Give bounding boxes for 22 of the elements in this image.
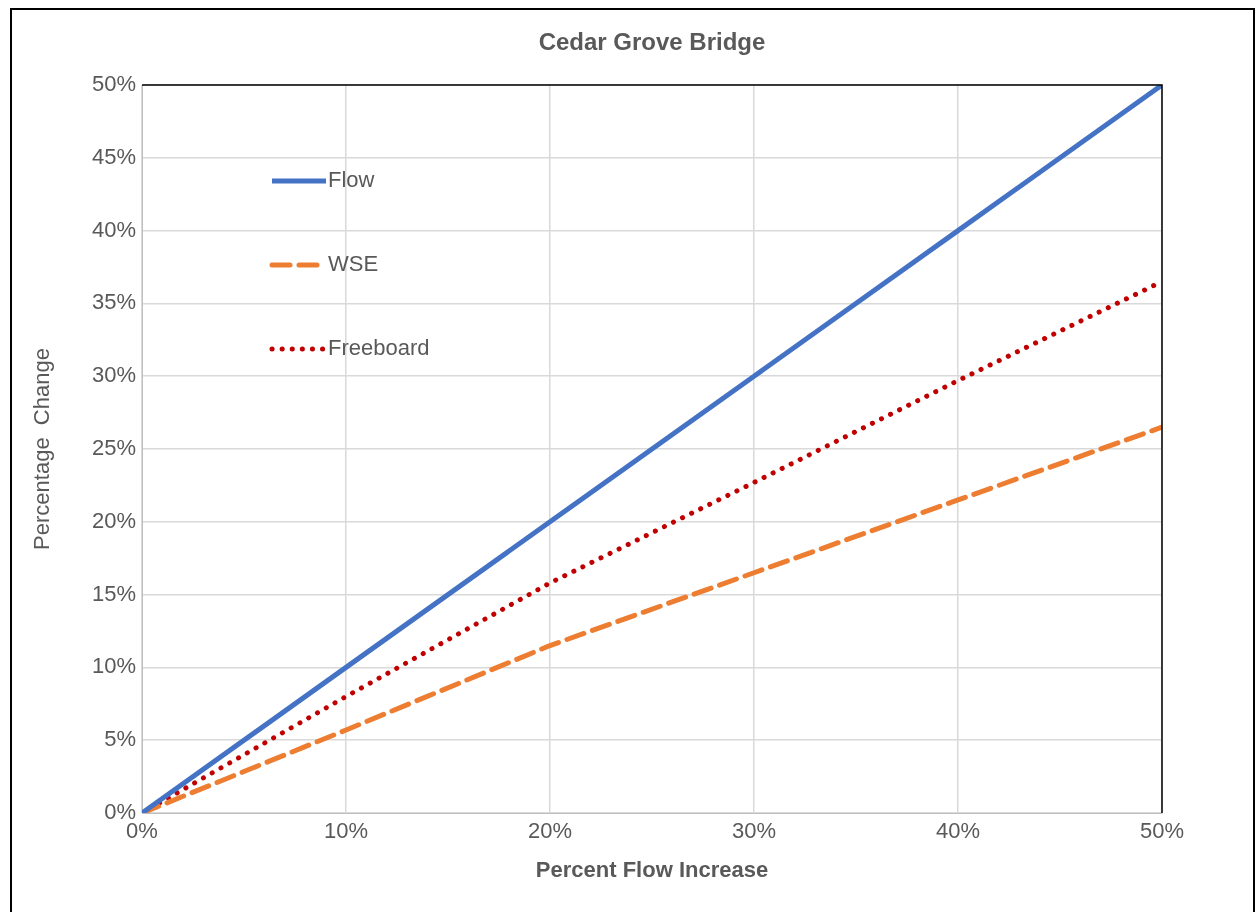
x-tick-label: 0% [126,818,158,844]
y-tick-label: 10% [91,653,136,679]
x-tick-label: 40% [935,818,981,844]
x-tick-label: 10% [323,818,369,844]
y-tick-label: 5% [104,726,136,752]
y-tick-label: 25% [91,435,136,461]
legend-label: Flow [328,167,375,193]
y-tick-label: 30% [91,362,136,388]
x-tick-label: 50% [1139,818,1185,844]
x-tick-label: 20% [527,818,573,844]
y-axis-title: Percentage Change [29,348,55,550]
x-axis-title: Percent Flow Increase [535,856,769,882]
y-tick-label: 45% [91,143,136,169]
y-tick-label: 35% [91,289,136,315]
y-tick-label: 15% [91,580,136,606]
legend-label: Freeboard [328,335,430,361]
y-tick-label: 20% [91,507,136,533]
x-tick-label: 30% [731,818,777,844]
y-tick-label: 40% [91,216,136,242]
legend-label: WSE [328,251,379,277]
y-tick-label: 50% [91,71,136,97]
chart-title: Cedar Grove Bridge [538,27,766,55]
